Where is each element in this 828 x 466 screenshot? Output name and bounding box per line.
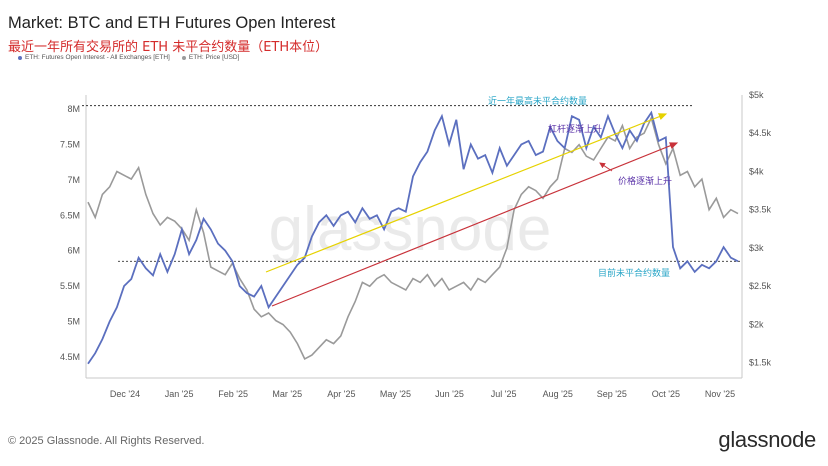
x-tick-label: Aug '25	[543, 389, 573, 399]
right-tick-label: $3.5k	[749, 205, 772, 215]
legend-marker-price	[181, 55, 186, 60]
x-tick-label: Dec '24	[110, 389, 140, 399]
series-line-price	[87, 115, 739, 360]
annotation-current-oi: 目前未平合约数量	[598, 267, 670, 279]
annotation-peak-oi: 近一年最高未平合约数量	[488, 95, 587, 107]
left-tick-label: 6.5M	[60, 210, 80, 220]
x-tick-label: Jan '25	[165, 389, 194, 399]
left-tick-label: 5M	[67, 316, 80, 326]
legend-marker-oi	[18, 55, 22, 60]
right-tick-label: $5k	[749, 90, 764, 100]
chart-subtitle: 最近一年所有交易所的 ETH 未平合约数量（ETH本位）	[8, 40, 329, 55]
left-tick-labels: 4.5M 5M 5.5M 6M 6.5M 7M 7.5M 8M	[60, 104, 80, 362]
left-tick-label: 5.5M	[60, 281, 80, 291]
legend-label-oi: ETH: Futures Open Interest - All Exchang…	[25, 54, 170, 61]
right-tick-labels: $1.5k $2k $2.5k $3k $3.5k $4k $4.5k $5k	[749, 90, 772, 368]
left-tick-label: 7M	[67, 175, 80, 185]
x-tick-label: May '25	[380, 389, 411, 399]
x-tick-label: Oct '25	[652, 389, 680, 399]
right-tick-label: $2k	[749, 319, 764, 329]
left-tick-label: 8M	[67, 104, 80, 114]
x-tick-label: Jun '25	[435, 389, 464, 399]
annotation-leverage: 杠杆逐渐上升	[548, 123, 602, 135]
legend-label-price: ETH: Price [USD]	[188, 54, 240, 61]
right-tick-label: $4k	[749, 166, 764, 176]
right-tick-label: $2.5k	[749, 281, 772, 291]
x-tick-label: Mar '25	[272, 389, 302, 399]
reference-lines	[82, 105, 740, 262]
left-tick-label: 7.5M	[60, 140, 80, 150]
legend-item-oi[interactable]: ETH: Futures Open Interest - All Exchang…	[18, 54, 170, 61]
right-tick-label: $3k	[749, 243, 764, 253]
arrow-yellow	[265, 113, 668, 273]
legend-item-price[interactable]: ETH: Price [USD]	[181, 54, 240, 61]
right-tick-label: $1.5k	[749, 358, 772, 368]
arrow-red-pointer	[599, 162, 613, 172]
footer-copyright: © 2025 Glassnode. All Rights Reserved.	[8, 435, 205, 447]
x-tick-label: Feb '25	[218, 389, 248, 399]
arrow-red	[271, 142, 679, 307]
glassnode-logo: glassnode	[718, 427, 816, 452]
x-tick-label: Nov '25	[705, 389, 735, 399]
axes	[85, 95, 743, 379]
x-tick-label: Apr '25	[327, 389, 355, 399]
left-tick-label: 4.5M	[60, 352, 80, 362]
series-line-oi	[87, 110, 739, 365]
chart-title: Market: BTC and ETH Futures Open Interes…	[8, 14, 336, 32]
annotation-price-rise: 价格逐渐上升	[618, 175, 672, 187]
x-tick-label: Jul '25	[491, 389, 517, 399]
x-tick-label: Sep '25	[597, 389, 627, 399]
right-tick-label: $4.5k	[749, 128, 772, 138]
left-tick-label: 6M	[67, 246, 80, 256]
legend: ETH: Futures Open Interest - All Exchang…	[18, 54, 239, 61]
x-tick-labels: Dec '24 Jan '25 Feb '25 Mar '25 Apr '25 May '…	[110, 389, 735, 399]
